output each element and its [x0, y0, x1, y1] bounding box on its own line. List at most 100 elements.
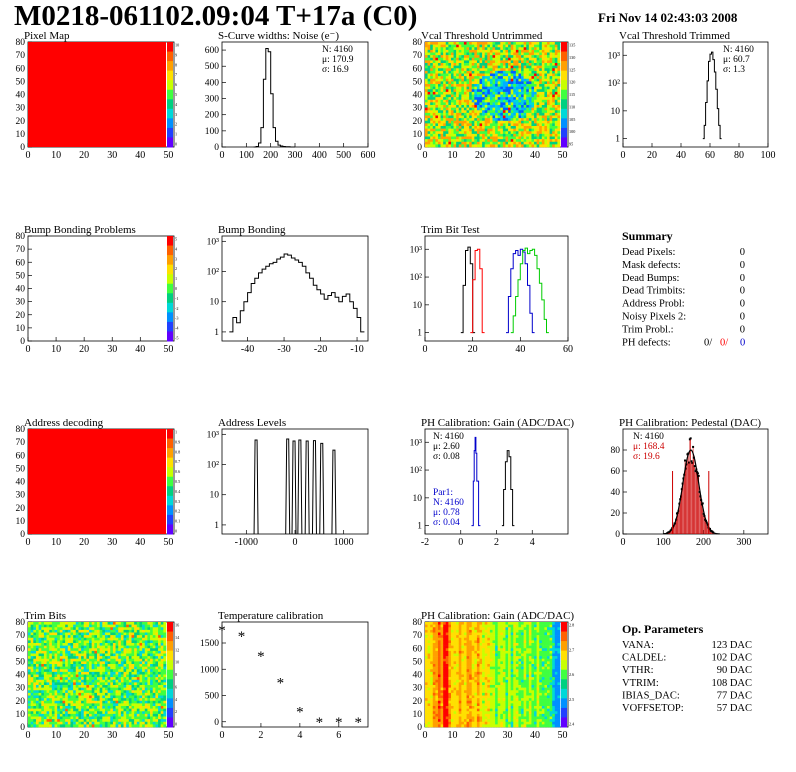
- heatmap-cell: [554, 139, 558, 143]
- heatmap-cell: [502, 131, 506, 135]
- heatmap-cell: [83, 679, 87, 683]
- heatmap-cell: [160, 711, 164, 715]
- heatmap-cell: [463, 133, 467, 137]
- stat-text: μ: 60.7: [723, 55, 750, 65]
- heatmap-cell: [497, 60, 501, 64]
- heatmap-cell: [144, 687, 148, 691]
- heatmap-cell: [458, 63, 462, 66]
- heatmap-cell: [425, 136, 428, 140]
- heatmap-cell: [128, 635, 132, 639]
- heatmap-cell: [136, 645, 140, 649]
- y-tick-label: 70: [16, 631, 26, 641]
- heatmap-cell: [427, 128, 431, 132]
- heatmap-cell: [534, 133, 537, 137]
- heatmap-cell: [35, 627, 39, 631]
- heatmap-cell: [83, 629, 87, 633]
- heatmap-cell: [160, 658, 164, 662]
- heatmap-cell: [469, 86, 473, 90]
- heatmap-cell: [94, 637, 98, 641]
- heatmap-cell: [430, 89, 434, 93]
- heatmap-cell: [435, 139, 439, 143]
- heatmap-cell: [502, 123, 506, 127]
- heatmap-cell: [482, 128, 486, 132]
- heatmap-cell: [65, 664, 69, 667]
- heatmap-cell: [97, 687, 100, 691]
- heatmap-cell: [134, 679, 138, 683]
- heatmap-cell: [107, 700, 111, 704]
- heatmap-cell: [541, 97, 545, 101]
- heatmap-cell: [104, 721, 108, 725]
- heatmap-cell: [150, 669, 154, 673]
- heatmap-cell: [86, 629, 90, 633]
- heatmap-cell: [531, 73, 535, 77]
- heatmap-cell: [144, 653, 148, 657]
- heatmap-cell: [437, 118, 441, 122]
- heatmap-cell: [136, 719, 140, 723]
- heatmap-cell: [67, 666, 71, 670]
- heatmap-cell: [448, 86, 452, 90]
- heatmap-cell: [46, 719, 50, 723]
- x-tick-label: 50: [558, 150, 568, 161]
- heatmap-cell: [557, 73, 561, 77]
- heatmap-cell: [94, 716, 98, 720]
- heatmap-cell: [432, 115, 436, 119]
- heatmap-cell: [541, 115, 545, 119]
- heatmap-cell: [521, 99, 524, 103]
- heatmap-cell: [54, 677, 58, 681]
- heatmap-cell: [142, 661, 146, 665]
- heatmap-cell: [443, 76, 447, 80]
- heatmap-cell: [38, 624, 42, 628]
- heatmap-cell: [112, 685, 116, 688]
- heatmap-cell: [469, 105, 473, 108]
- heatmap-cell: [43, 622, 47, 625]
- heatmap-cell: [126, 703, 130, 707]
- heatmap-cell: [134, 643, 138, 646]
- heatmap-cell: [134, 721, 138, 725]
- heatmap-cell: [73, 700, 77, 704]
- heatmap-cell: [107, 687, 111, 691]
- heatmap-cell: [453, 141, 457, 145]
- plot-frame: [424, 235, 569, 342]
- heatmap-cell: [139, 713, 143, 717]
- heatmap-cell: [554, 78, 558, 82]
- heatmap-cell: [487, 81, 491, 85]
- heatmap-cell: [505, 65, 509, 69]
- heatmap-cell: [432, 653, 436, 657]
- heatmap-cell: [102, 669, 106, 673]
- heatmap-cell: [435, 112, 439, 116]
- heatmap-cell: [461, 52, 465, 56]
- heatmap-cell: [476, 44, 480, 48]
- x-tick-label: 60: [563, 344, 573, 355]
- heatmap-cell: [526, 78, 530, 82]
- heatmap-cell: [115, 692, 119, 696]
- heatmap-cell: [440, 57, 444, 61]
- heatmap-cell: [97, 721, 100, 725]
- heatmap-cell: [78, 635, 82, 639]
- heatmap-cell: [518, 94, 522, 98]
- heatmap-cell: [466, 57, 470, 61]
- heatmap-cell: [463, 81, 467, 85]
- heatmap-cell: [147, 645, 151, 649]
- heatmap-cell: [448, 76, 452, 80]
- heatmap-cell: [528, 52, 532, 56]
- heatmap-cell: [427, 86, 431, 90]
- heatmap-cell: [453, 84, 457, 87]
- heatmap-cell: [35, 695, 39, 699]
- heatmap-cell: [28, 695, 31, 699]
- heatmap-cell: [534, 120, 537, 124]
- heatmap-cell: [65, 637, 69, 641]
- heatmap-cell: [43, 711, 47, 715]
- x-tick-label: 2: [494, 537, 499, 548]
- heatmap-cell: [62, 706, 66, 709]
- heatmap-cell: [104, 643, 108, 646]
- heatmap-cell: [479, 89, 483, 93]
- palette-cell: [167, 524, 173, 535]
- heatmap-cell: [425, 635, 428, 639]
- heatmap-cell: [99, 632, 103, 636]
- heatmap-cell: [508, 133, 511, 137]
- heatmap-cell: [115, 669, 119, 673]
- heatmap-cell: [508, 63, 511, 66]
- heatmap-cell: [107, 645, 111, 649]
- heatmap-cell: [427, 658, 431, 662]
